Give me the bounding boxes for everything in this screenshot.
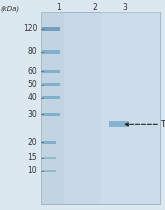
- Bar: [42, 83, 60, 86]
- Text: 30: 30: [27, 110, 37, 119]
- Text: 3: 3: [122, 3, 127, 12]
- Text: 15: 15: [28, 154, 37, 162]
- Bar: [41, 12, 160, 204]
- Text: 50: 50: [27, 80, 37, 89]
- Bar: [101, 12, 160, 204]
- Bar: [41, 12, 64, 204]
- Text: TL1A: TL1A: [161, 120, 165, 129]
- Bar: [42, 141, 56, 144]
- Bar: [42, 50, 60, 54]
- Text: (kDa): (kDa): [0, 5, 19, 12]
- Text: 20: 20: [28, 138, 37, 147]
- Bar: [42, 70, 60, 73]
- Text: 40: 40: [27, 93, 37, 102]
- Text: 120: 120: [23, 25, 37, 33]
- Text: 2: 2: [93, 3, 97, 12]
- Text: 80: 80: [28, 47, 37, 56]
- Text: 60: 60: [27, 67, 37, 76]
- Bar: [42, 96, 60, 99]
- Bar: [42, 113, 60, 116]
- Text: 10: 10: [28, 167, 37, 175]
- Bar: [109, 121, 129, 127]
- Bar: [42, 170, 56, 172]
- Bar: [42, 157, 56, 159]
- Bar: [42, 27, 60, 31]
- Text: 1: 1: [56, 3, 61, 12]
